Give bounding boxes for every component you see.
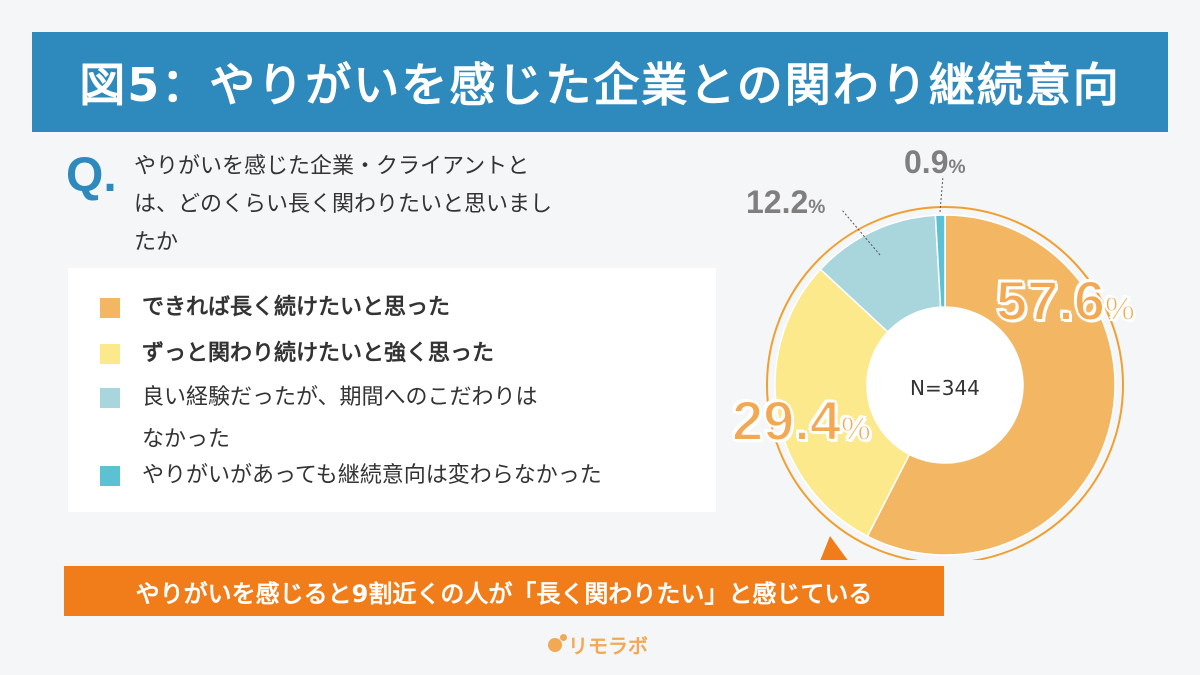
logo-text: リモラボ bbox=[568, 634, 648, 658]
legend-label: やりがいがあっても継続意向は変わらなかった bbox=[142, 463, 602, 488]
legend-swatch bbox=[100, 466, 120, 486]
legend-swatch bbox=[100, 388, 120, 408]
legend-label: できれば長く続けたいと思った bbox=[142, 295, 451, 320]
slice-unit: % bbox=[1104, 290, 1136, 329]
slice-value: 0.9 bbox=[904, 144, 949, 180]
legend-swatch bbox=[100, 344, 120, 364]
question-line: は、どのくらい長く関わりたいと思いまし bbox=[134, 192, 553, 217]
question-mark: Q. bbox=[66, 149, 117, 202]
legend-label-continued: なかった bbox=[142, 427, 231, 452]
slice-label-0: 57.6% bbox=[995, 268, 1136, 333]
sample-size-label: N=344 bbox=[910, 376, 980, 400]
slice-label-2: 12.2% bbox=[746, 184, 825, 221]
slice-value: 29.4 bbox=[731, 388, 842, 453]
leader-line-0 bbox=[841, 209, 881, 256]
donut-chart: N=344 57.6% 29.4% 12.2% 0.9% bbox=[731, 140, 1180, 566]
question-text: やりがいを感じた企業・クライアントと は、どのくらい長く関わりたいと思いまし た… bbox=[134, 148, 694, 262]
chart-legend: できれば長く続けたいと思った ずっと関わり続けたいと強く思った 良い経験だったが… bbox=[68, 268, 716, 512]
question-line: やりがいを感じた企業・クライアントと bbox=[134, 154, 530, 179]
callout-tail bbox=[818, 536, 852, 566]
slice-label-3: 0.9% bbox=[904, 144, 966, 181]
slice-value: 12.2 bbox=[746, 184, 809, 220]
page-title: 図5：やりがいを感じた企業との関わり継続意向 bbox=[32, 32, 1168, 132]
logo-icon bbox=[548, 633, 567, 652]
legend-label: 良い経験だったが、期間へのこだわりは bbox=[142, 385, 538, 410]
question-line: たか bbox=[134, 230, 179, 255]
slice-unit: % bbox=[808, 197, 826, 218]
slice-unit: % bbox=[948, 157, 966, 178]
slice-value: 57.6 bbox=[995, 268, 1106, 333]
conclusion-banner: やりがいを感じると9割近くの人が「長く関わりたい」と感じている bbox=[64, 566, 944, 616]
slice-label-1: 29.4% bbox=[731, 388, 872, 453]
legend-label: ずっと関わり続けたいと強く思った bbox=[142, 341, 495, 366]
brand-logo: リモラボ bbox=[548, 630, 648, 659]
donut-hole bbox=[867, 307, 1023, 463]
slice-unit: % bbox=[840, 410, 872, 449]
legend-swatch bbox=[100, 298, 120, 318]
